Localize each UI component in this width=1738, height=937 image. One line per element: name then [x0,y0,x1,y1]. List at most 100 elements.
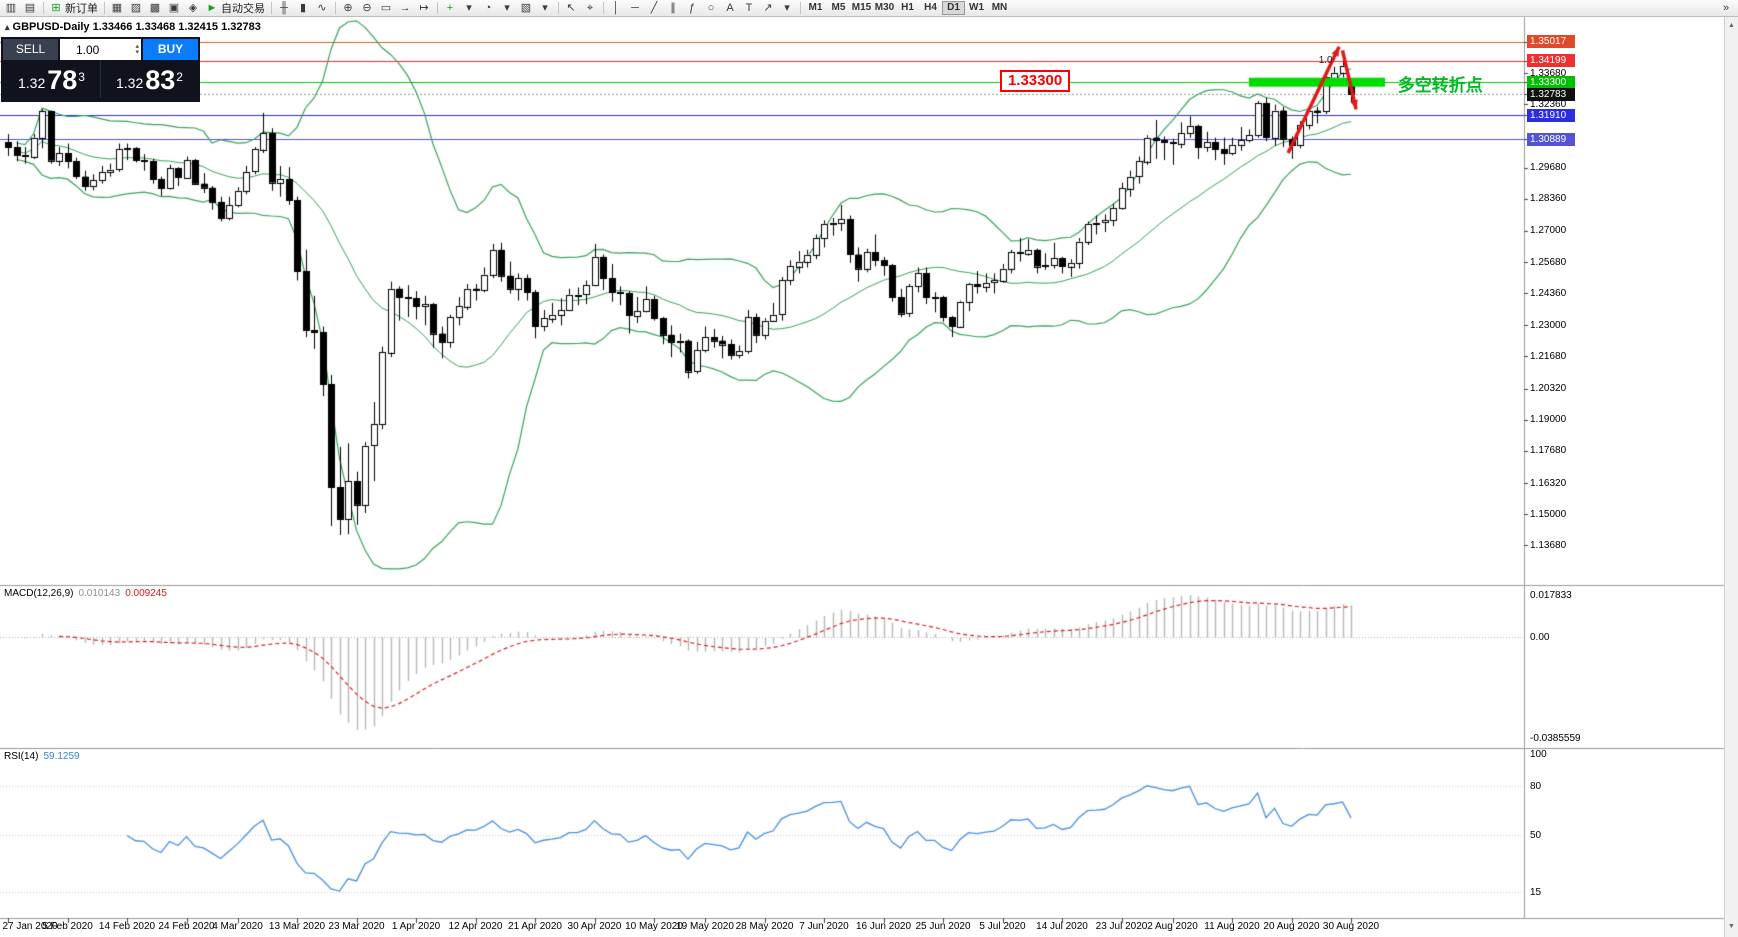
data-window-icon[interactable]: ▨ [128,1,145,16]
date-label: 14 Feb 2020 [98,921,156,932]
collapse-icon[interactable]: ▴ [5,22,10,32]
one-click-trading-panel: SELL 1.00 ▴ ▾ BUY 1.32 78 3 1.32 83 2 [1,37,200,102]
candlestick-icon: ▮ [299,2,307,14]
price-tick-label: 1.15000 [1530,508,1567,520]
date-label: 28 May 2020 [735,921,794,932]
candlestick-icon[interactable]: ▮ [295,1,312,16]
vertical-line-icon[interactable]: │ [608,1,625,16]
timeframe-button-h1[interactable]: H1 [901,2,914,13]
periods-menu-icon: ▾ [504,2,510,14]
data-window-icon: ▨ [130,2,142,14]
navigator-icon[interactable]: ▩ [147,1,164,16]
strategy-tester-icon: ◈ [188,2,198,14]
market-watch-icon[interactable]: ▦ [109,1,126,16]
autotrade-button-label: 自动交易 [221,3,265,15]
strategy-tester-icon[interactable]: ◈ [185,1,202,16]
chart-shift-icon[interactable]: ↦ [416,1,433,16]
date-label: 21 Apr 2020 [508,921,562,932]
arrows-icon: ↗ [763,2,773,14]
date-label: 27 Jan 2020 [2,921,58,932]
volume-field[interactable]: 1.00 ▴ ▾ [60,39,141,60]
volume-spinner[interactable]: ▴ ▾ [135,42,139,56]
shapes-icon[interactable]: ○ [703,1,720,16]
terminal-icon[interactable]: ▣ [166,1,183,16]
text-icon[interactable]: A [722,1,739,16]
zoom-out-icon: ⊖ [362,2,372,14]
indicators-icon[interactable]: + [442,1,459,16]
timeframe-button-mn[interactable]: MN [991,2,1008,13]
volume-up-icon[interactable]: ▴ [135,42,139,50]
objects-menu-icon[interactable]: ▾ [779,1,796,16]
timeframe-button-h4[interactable]: H4 [924,2,937,13]
periods-icon[interactable]: ◔ [480,1,497,16]
new-chart-icon[interactable]: ▥ [3,1,20,16]
channel-icon[interactable]: ∥ [665,1,682,16]
autotrade-icon: ► [206,2,218,14]
indicators-menu-icon[interactable]: ▾ [461,1,478,16]
price-tick-label: 1.19000 [1530,414,1567,426]
toolbar-overflow-icon[interactable]: » [1718,1,1735,16]
sell-price[interactable]: 1.32 78 3 [3,60,100,98]
buy-price[interactable]: 1.32 83 2 [100,60,198,98]
price-tick-label: 1.23000 [1530,319,1567,331]
line-chart-icon[interactable]: ∿ [314,1,331,16]
macd-scale-label: 0.00 [1530,631,1550,643]
timeframe-button-w1[interactable]: W1 [969,2,984,13]
price-tick-label: 1.33680 [1530,67,1567,79]
zoom-out-icon[interactable]: ⊖ [359,1,376,16]
volume-down-icon[interactable]: ▾ [135,48,139,56]
price-level-label: 1.33300 [1527,75,1575,89]
templates-icon[interactable]: ▧ [518,1,535,16]
arrows-icon[interactable]: ↗ [760,1,777,16]
sell-button[interactable]: SELL [3,39,58,60]
buy-button[interactable]: BUY [143,39,198,60]
toolbar-divider [437,2,438,14]
timeframe-button-m15[interactable]: M15 [851,2,872,13]
new-order-button[interactable]: ⊞ 新订单 [48,1,100,16]
autotrade-button[interactable]: ► 自动交易 [204,1,267,16]
volume-value[interactable]: 1.00 [76,42,100,57]
cursor-icon: ↖ [566,2,576,14]
new-order-icon: ⊞ [51,2,61,14]
price-level-label: 1.34199 [1527,54,1575,68]
bar-chart-icon[interactable]: ╫ [276,1,293,16]
fibonacci-icon[interactable]: ƒ [684,1,701,16]
chart-profiles-icon[interactable]: ▤ [22,1,39,16]
timeframe-button-m5[interactable]: M5 [831,2,846,13]
horizontal-line-icon: ─ [631,2,639,14]
zoom-in-icon: ⊕ [343,2,353,14]
macd-scale-label: 0.017833 [1530,590,1572,601]
macd-main-value: 0.010143 [78,588,121,599]
crosshair-icon[interactable]: ⌖ [582,1,599,16]
zoom-in-icon[interactable]: ⊕ [340,1,357,16]
scroll-down-icon[interactable]: ▼ [1728,923,1735,930]
periods-menu-icon[interactable]: ▾ [499,1,516,16]
label-icon[interactable]: T [741,1,758,16]
indicators-icon: + [446,2,454,14]
templates-icon: ▧ [520,2,532,14]
new-order-button-label: 新订单 [65,3,98,15]
templates-menu-icon: ▾ [542,2,548,14]
timeframe-button-m1[interactable]: M1 [808,2,823,13]
date-label: 5 Feb 2020 [42,921,93,932]
date-label: 23 Mar 2020 [328,921,385,932]
trendline-icon[interactable]: ╱ [646,1,663,16]
date-label: 16 Jun 2020 [855,921,912,932]
tile-windows-icon[interactable]: ▭ [378,1,395,16]
line-chart-icon: ∿ [317,2,327,14]
price-level-label: 1.30889 [1527,132,1575,146]
auto-scroll-icon[interactable]: → [397,1,414,16]
objects-menu-icon: ▾ [784,2,790,14]
timeframe-button-d1[interactable]: D1 [942,1,965,15]
date-label: 2 Aug 2020 [1147,921,1198,932]
horizontal-line-icon[interactable]: ─ [627,1,644,16]
timeframe-button-m30[interactable]: M30 [874,2,895,13]
date-label: 10 May 2020 [625,921,683,932]
cursor-icon[interactable]: ↖ [563,1,580,16]
right-scrollbar[interactable]: ▲ ▼ [1724,17,1738,937]
date-label: 13 Mar 2020 [268,921,326,932]
templates-menu-icon[interactable]: ▾ [537,1,554,16]
scroll-up-icon[interactable]: ▲ [1728,22,1735,29]
toolbar-divider [558,2,559,14]
